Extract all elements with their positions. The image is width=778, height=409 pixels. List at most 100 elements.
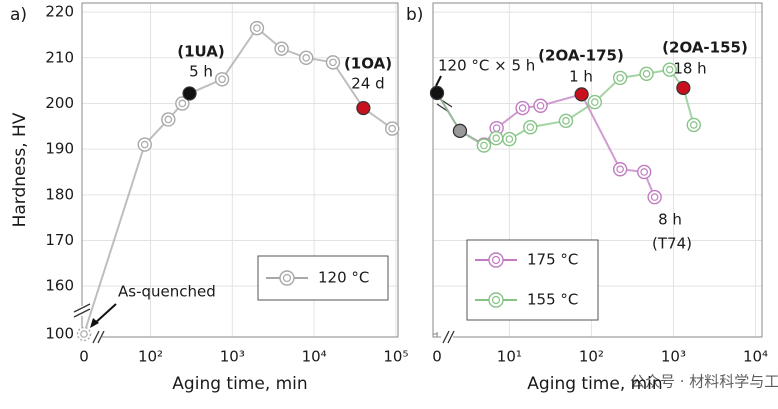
x-tick-label: 0 (432, 348, 442, 366)
y-axis-label: Hardness, HV (10, 112, 30, 227)
legend-marker-inner (282, 273, 292, 283)
marker-inner (277, 44, 286, 53)
legend-box (466, 239, 599, 321)
marker-inner (689, 121, 698, 129)
marker (523, 120, 538, 135)
annotation: (2OA-175) (538, 47, 624, 65)
marker-inner (518, 104, 527, 112)
break-mark (97, 330, 105, 344)
highlight-marker (429, 85, 445, 101)
marker (686, 117, 701, 133)
annotation: 120 °C × 5 h (438, 57, 535, 75)
marker-inner (590, 98, 599, 106)
legend-marker (279, 270, 295, 286)
marker (384, 121, 400, 136)
marker (249, 20, 265, 36)
legend-marker (488, 252, 504, 268)
x-tick-label: 0 (79, 348, 89, 366)
legend-marker-inner (491, 295, 501, 305)
x-axis-label: Aging time, min (527, 374, 662, 394)
marker-inner (665, 65, 674, 74)
y-tick-label: 200 (45, 94, 74, 112)
highlight-marker (182, 86, 197, 101)
marker-inner (140, 140, 149, 149)
marker (137, 137, 152, 152)
marker-inner (253, 24, 261, 32)
marker (612, 162, 628, 177)
y-tick-label: 180 (45, 185, 74, 203)
marker (639, 66, 654, 81)
y-tick-label: 160 (45, 277, 74, 295)
highlight-marker (574, 87, 589, 102)
plot-frame (432, 2, 763, 338)
marker-inner (562, 117, 570, 125)
marker (175, 96, 190, 111)
highlight-marker (676, 80, 691, 96)
annotation: (1UA) (177, 43, 224, 61)
marker-inner (616, 74, 624, 82)
break-mark (73, 303, 91, 313)
break-mark (73, 308, 91, 318)
series-line (436, 68, 695, 147)
marker (515, 100, 530, 116)
marker (274, 41, 289, 56)
y-tick-label: 100 (45, 325, 74, 343)
marker (612, 70, 628, 86)
arrow (93, 303, 117, 325)
x-tick-label: 10¹ (497, 348, 522, 366)
legend-marker-inner (491, 255, 501, 265)
x-tick-label: 10⁵ (383, 348, 408, 366)
marker (647, 189, 662, 205)
legend-box (257, 255, 389, 301)
annotation: 18 h (673, 60, 706, 78)
marker (161, 112, 176, 127)
marker-inner (650, 193, 659, 201)
marker-inner (302, 54, 310, 62)
marker-inner (536, 101, 545, 110)
annotation: (2OA-155) (662, 39, 748, 57)
annotation: 24 d (351, 75, 384, 93)
break-mark (442, 330, 450, 344)
marker (558, 113, 574, 129)
marker-inner (218, 75, 226, 84)
arrow-head (90, 318, 99, 328)
legend-label: 175 °C (527, 251, 578, 269)
break-mark (92, 330, 100, 344)
annotation: 8 h (658, 211, 682, 229)
y-tick-label: 220 (45, 3, 74, 21)
panel-label: b) (406, 5, 423, 25)
marker (325, 55, 341, 70)
marker (636, 164, 652, 180)
data-layer (76, 20, 701, 342)
legend-label: 120 °C (318, 269, 369, 287)
marker-inner (492, 134, 500, 142)
x-tick-label: 10³ (220, 348, 245, 366)
break-gap (76, 306, 88, 316)
break-mark (447, 330, 455, 344)
marker (587, 94, 602, 110)
marker-inner (505, 135, 514, 143)
axis-breaks (73, 98, 455, 344)
marker (214, 72, 230, 87)
marker (533, 98, 548, 113)
plot-frame (81, 2, 399, 338)
x-tick-label: 10² (138, 348, 163, 366)
arrow (435, 75, 442, 87)
highlight-marker (452, 123, 468, 138)
marker (662, 62, 677, 77)
y-tick-label: 170 (45, 231, 74, 249)
marker-inner (616, 165, 624, 174)
highlight-marker (356, 100, 371, 116)
annotation: (T74) (652, 235, 692, 253)
legend-marker (488, 292, 504, 308)
x-axis-label: Aging time, min (172, 374, 307, 394)
marker-inner (178, 99, 187, 108)
annotation: 1 h (569, 68, 593, 86)
marker (76, 326, 92, 342)
marker-inner (388, 124, 396, 133)
watermark: 公众号 · 材料科学与工程 (630, 373, 778, 391)
marker (298, 50, 314, 66)
marker-inner (526, 123, 535, 132)
marker (502, 131, 517, 147)
